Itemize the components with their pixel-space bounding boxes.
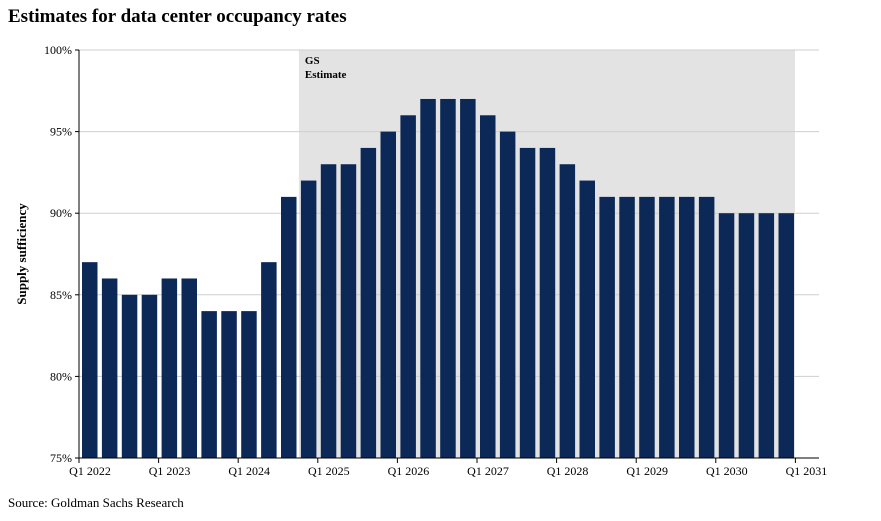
bar-q1-2027 <box>480 115 496 458</box>
bar-q4-2027 <box>539 147 556 459</box>
estimate-label-line2: Estimate <box>305 69 347 81</box>
bar-q2-2023 <box>181 278 197 458</box>
y-tick-label: 75% <box>50 451 72 465</box>
bar-q4-2023 <box>221 311 237 458</box>
bar-q2-2025 <box>340 164 357 459</box>
y-tick-label: 85% <box>50 288 72 302</box>
y-tick-label: 90% <box>50 206 72 220</box>
bar-q1-2022 <box>82 262 98 458</box>
bar-q1-2026 <box>400 115 416 458</box>
y-tick-label: 100% <box>44 43 72 57</box>
x-tick-label: Q1 2025 <box>308 464 350 478</box>
bar-q3-2023 <box>201 311 217 458</box>
x-tick-label: Q1 2022 <box>69 464 111 478</box>
bar-q4-2022 <box>141 294 158 458</box>
bar-q2-2026 <box>420 98 436 459</box>
x-tick-label: Q1 2023 <box>149 464 191 478</box>
x-tick-label: Q1 2030 <box>706 464 748 478</box>
bar-q2-2027 <box>499 131 516 458</box>
bar-q3-2030 <box>758 213 775 458</box>
source-note: Source: Goldman Sachs Research <box>8 495 184 510</box>
bar-q1-2023 <box>161 278 178 458</box>
x-tick-label: Q1 2031 <box>786 464 828 478</box>
bar-q4-2029 <box>698 196 715 458</box>
chart-title: Estimates for data center occupancy rate… <box>8 6 347 27</box>
bar-q3-2027 <box>519 147 536 459</box>
bar-q2-2024 <box>261 262 277 458</box>
bar-q2-2022 <box>101 278 118 458</box>
bar-q1-2024 <box>241 311 257 458</box>
estimate-label-line1: GS <box>305 55 320 67</box>
bar-q1-2030 <box>718 213 735 458</box>
bar-q1-2028 <box>559 164 576 459</box>
bar-q3-2024 <box>281 196 297 458</box>
bar-q4-2026 <box>460 98 476 459</box>
bar-q3-2026 <box>440 98 456 459</box>
bar-q2-2029 <box>659 196 675 458</box>
bar-q4-2025 <box>380 131 396 458</box>
x-tick-label: Q1 2027 <box>467 464 509 478</box>
y-axis-label: Supply sufficiency <box>14 203 29 305</box>
x-tick-label: Q1 2028 <box>547 464 589 478</box>
x-tick-label: Q1 2026 <box>388 464 430 478</box>
bar-q3-2022 <box>121 294 138 458</box>
x-tick-label: Q1 2029 <box>626 464 668 478</box>
x-tick-label: Q1 2024 <box>228 464 270 478</box>
bar-q2-2030 <box>738 213 755 458</box>
bar-q1-2025 <box>320 164 337 459</box>
bar-q3-2025 <box>360 147 377 459</box>
y-tick-label: 95% <box>50 125 72 139</box>
y-tick-label: 80% <box>50 369 72 383</box>
bar-q4-2028 <box>619 196 635 458</box>
bar-q4-2024 <box>300 180 317 458</box>
bar-q2-2028 <box>579 180 595 458</box>
bar-q1-2029 <box>639 196 655 458</box>
bar-q4-2030 <box>778 213 794 458</box>
bar-q3-2029 <box>679 196 695 458</box>
bar-q3-2028 <box>599 196 615 458</box>
